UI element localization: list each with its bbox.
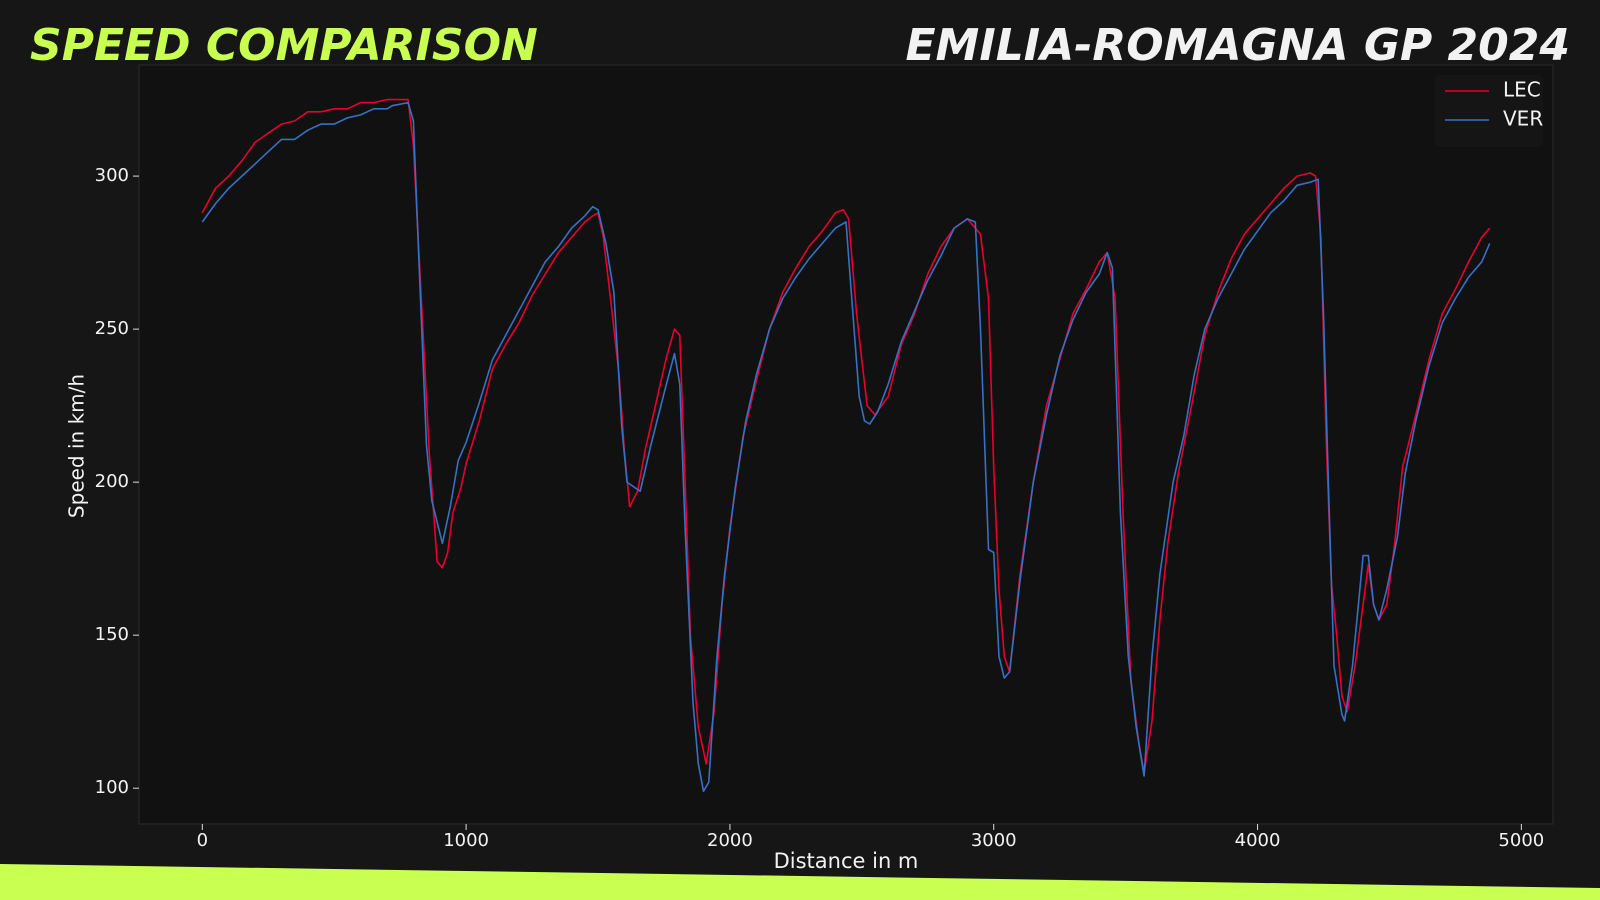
legend-label: VER	[1503, 107, 1543, 131]
x-tick-label: 1000	[443, 830, 489, 851]
x-tick-label: 5000	[1498, 830, 1544, 851]
x-axis-label: Distance in m	[774, 849, 919, 873]
y-axis-label: Speed in km/h	[65, 374, 89, 518]
legend-box	[1435, 75, 1543, 147]
legend-label: LEC	[1503, 78, 1541, 102]
y-tick-label: 300	[95, 165, 129, 186]
x-tick-label: 4000	[1235, 830, 1281, 851]
x-tick-label: 0	[197, 830, 208, 851]
series-line	[201, 98, 1491, 774]
y-tick-label: 150	[95, 624, 129, 645]
y-tick-label: 100	[95, 777, 129, 798]
x-tick-label: 2000	[707, 830, 753, 851]
chart-subtitle: EMILIA-ROMAGNA GP 2024	[905, 20, 1570, 71]
y-tick-label: 200	[95, 471, 129, 492]
series-line	[201, 101, 1491, 793]
y-tick-label: 250	[95, 318, 129, 339]
accent-stripe	[0, 864, 1600, 900]
chart-title: SPEED COMPARISON	[30, 20, 538, 71]
x-tick-label: 3000	[971, 830, 1017, 851]
